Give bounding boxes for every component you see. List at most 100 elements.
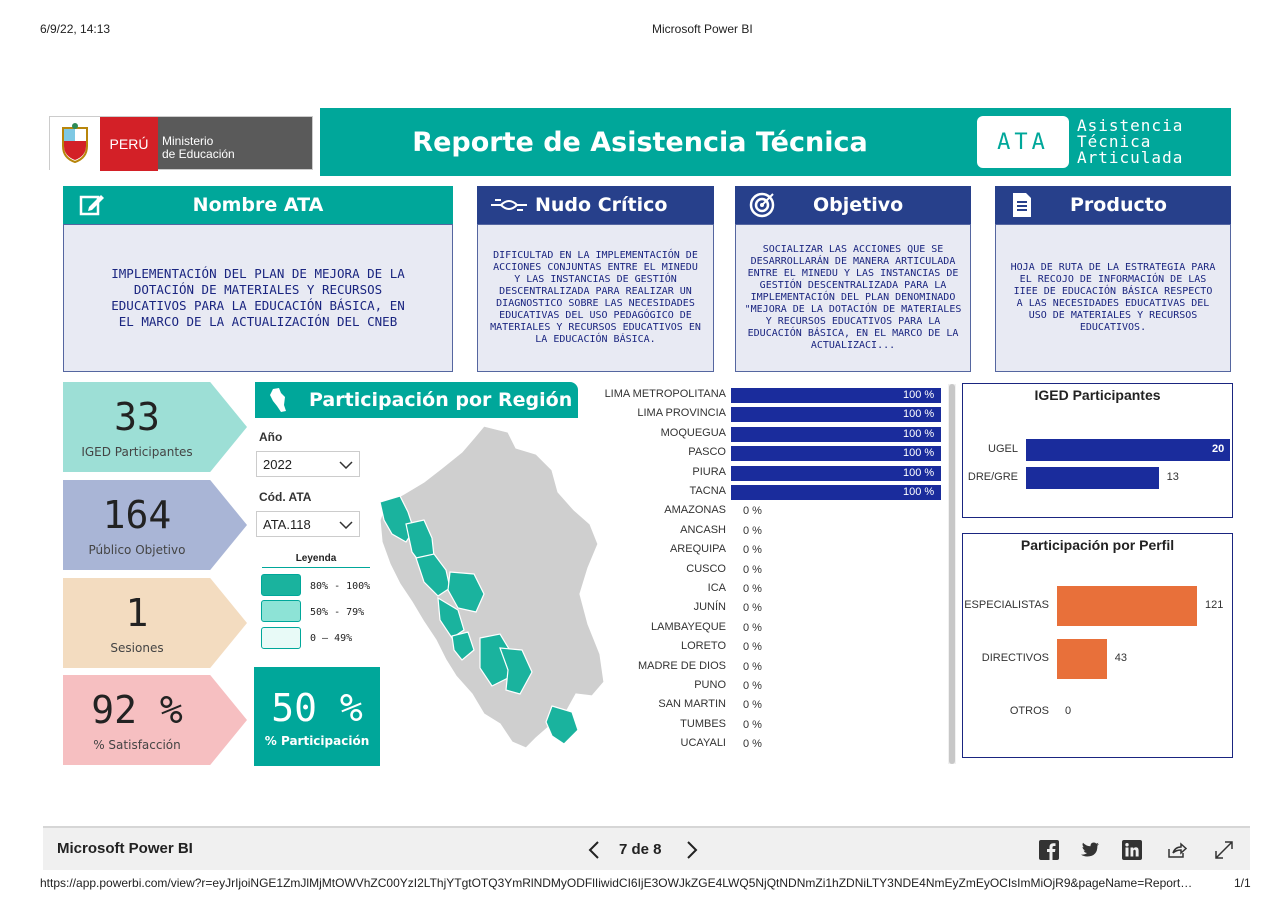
ata-badge: ATA [977, 116, 1069, 168]
region-name: PUNO [694, 679, 726, 691]
region-value-label: 0 % [743, 699, 762, 712]
region-value-label: 100 % [903, 408, 935, 421]
iged-panel-title: IGED Participantes [1034, 387, 1161, 403]
region-row: LORETO 0 % [598, 638, 938, 657]
participation-value: 50 % [271, 685, 363, 730]
region-value-label: 0 % [743, 738, 762, 751]
region-value-label: 0 % [743, 563, 762, 576]
print-title: Microsoft Power BI [652, 22, 753, 36]
region-name: AMAZONAS [664, 504, 726, 517]
bar-value-label: 0 [1065, 705, 1072, 717]
report-title: Reporte de Asistencia Técnica [412, 126, 868, 158]
region-value-label: 0 % [743, 641, 762, 654]
code-select[interactable]: ATA.118 [256, 511, 360, 537]
bar[interactable] [1057, 639, 1107, 679]
region-row: LIMA METROPOLITANA 100 % [598, 386, 941, 405]
region-name: ICA [707, 582, 726, 594]
chevron-right-icon [687, 841, 698, 859]
region-bar[interactable] [731, 485, 941, 500]
region-name: CUSCO [686, 562, 726, 575]
region-bar[interactable] [731, 446, 941, 462]
handshake-icon [489, 195, 529, 220]
ministry-label: Ministerio de Educación [162, 135, 235, 161]
region-list-scrollbar[interactable] [948, 384, 956, 764]
year-select[interactable]: 2022 [256, 451, 360, 477]
region-row: SAN MARTIN 0 % [598, 696, 938, 715]
region-row: AMAZONAS 0 % [598, 502, 938, 521]
bar[interactable] [1057, 586, 1197, 626]
region-bar[interactable] [731, 407, 941, 423]
region-value-label: 0 % [743, 544, 762, 557]
region-name: UCAYALI [680, 737, 726, 750]
document-icon [1011, 191, 1033, 224]
expand-icon [1215, 841, 1233, 859]
region-value-label: 0 % [743, 718, 762, 731]
participation-label: % Participación [264, 733, 370, 748]
legend-swatch-mid [261, 600, 301, 622]
legend-swatch-high [261, 574, 301, 596]
linkedin-share-button[interactable] [1122, 840, 1142, 860]
ata-subtitle-line-2: Técnica [1077, 132, 1152, 151]
region-bar[interactable] [731, 388, 941, 403]
bar[interactable] [1026, 467, 1159, 489]
facebook-share-button[interactable] [1039, 840, 1059, 860]
page-indicator: 7 de 8 [619, 841, 662, 858]
next-page-button[interactable] [681, 839, 703, 861]
ministry-line-1: Ministerio [162, 134, 214, 148]
kpi-publico-value: 164 [102, 493, 172, 537]
share-icon [1168, 842, 1187, 858]
region-name: PIURA [692, 465, 726, 478]
region-row: CUSCO 0 % [598, 561, 938, 580]
ata-subtitle-line-1: Asistencia [1077, 116, 1184, 135]
bar-category-label: OTROS [1009, 705, 1049, 717]
target-icon [749, 192, 775, 223]
bar[interactable] [1026, 439, 1230, 461]
card-objetivo-body: SOCIALIZAR LAS ACCIONES QUE SE DESARROLL… [735, 224, 971, 372]
bar-category-label: ESPECIALISTAS [964, 599, 1049, 611]
minedu-logo: PERÚ Ministerio de Educación [49, 116, 313, 171]
kpi-sesiones-value: 1 [125, 591, 149, 635]
print-page-count: 1/1 [1234, 876, 1251, 890]
region-row: MADRE DE DIOS 0 % [598, 658, 938, 677]
scrollbar-thumb[interactable] [949, 384, 955, 764]
region-name: AREQUIPA [669, 543, 726, 556]
map-region-moquegua-tacna [545, 705, 579, 745]
linkedin-icon [1122, 840, 1142, 860]
card-producto-body: HOJA DE RUTA DE LA ESTRATEGIA PARA EL RE… [995, 224, 1231, 372]
kpi-publico-label: Público Objetivo [88, 543, 186, 557]
prev-page-button[interactable] [583, 839, 605, 861]
region-value-label: 0 % [743, 680, 762, 692]
legend-label-mid: 50% - 79% [310, 607, 365, 618]
peru-region-map[interactable] [376, 424, 606, 754]
region-row: LIMA PROVINCIA 100 % [598, 405, 941, 424]
chevron-left-icon [588, 841, 599, 859]
region-value-label: 0 % [743, 621, 762, 634]
region-value-label: 0 % [743, 524, 762, 537]
ata-subtitle-line-3: Articulada [1077, 148, 1184, 167]
report-banner: Reporte de Asistencia Técnica ATA Asiste… [320, 108, 1231, 176]
bar-category-label: UGEL [988, 443, 1018, 455]
region-value-label: 0 % [743, 505, 762, 518]
region-row: MOQUEGUA 100 % [598, 425, 941, 444]
fullscreen-button[interactable] [1214, 840, 1234, 860]
region-bar[interactable] [731, 426, 941, 442]
region-bar[interactable] [731, 465, 941, 481]
region-name: LORETO [680, 640, 726, 653]
bar-value-label: 20 [1212, 443, 1225, 455]
footer-app-name: Microsoft Power BI [57, 840, 193, 857]
legend-swatch-low [261, 627, 301, 649]
region-value-label: 0 % [743, 660, 762, 673]
bar-value-label: 13 [1166, 471, 1179, 483]
region-name: TACNA [689, 485, 726, 497]
twitter-share-button[interactable] [1080, 840, 1100, 860]
region-name: TUMBES [680, 717, 726, 730]
kpi-iged-participantes: 33 IGED Participantes [63, 382, 247, 472]
peru-coat-of-arms-icon [50, 117, 100, 171]
region-row: TUMBES 0 % [598, 716, 938, 735]
legend-label-high: 80% - 100% [310, 581, 371, 592]
peru-label: PERÚ [100, 117, 158, 171]
region-bar-chart: LIMA METROPOLITANA 100 % LIMA PROVINCIA 100… [598, 386, 950, 766]
print-url: https://app.powerbi.com/view?r=eyJrIjoiN… [40, 876, 1193, 890]
card-nudo-critico-title: Nudo Crítico [535, 194, 668, 216]
share-button[interactable] [1167, 840, 1187, 860]
